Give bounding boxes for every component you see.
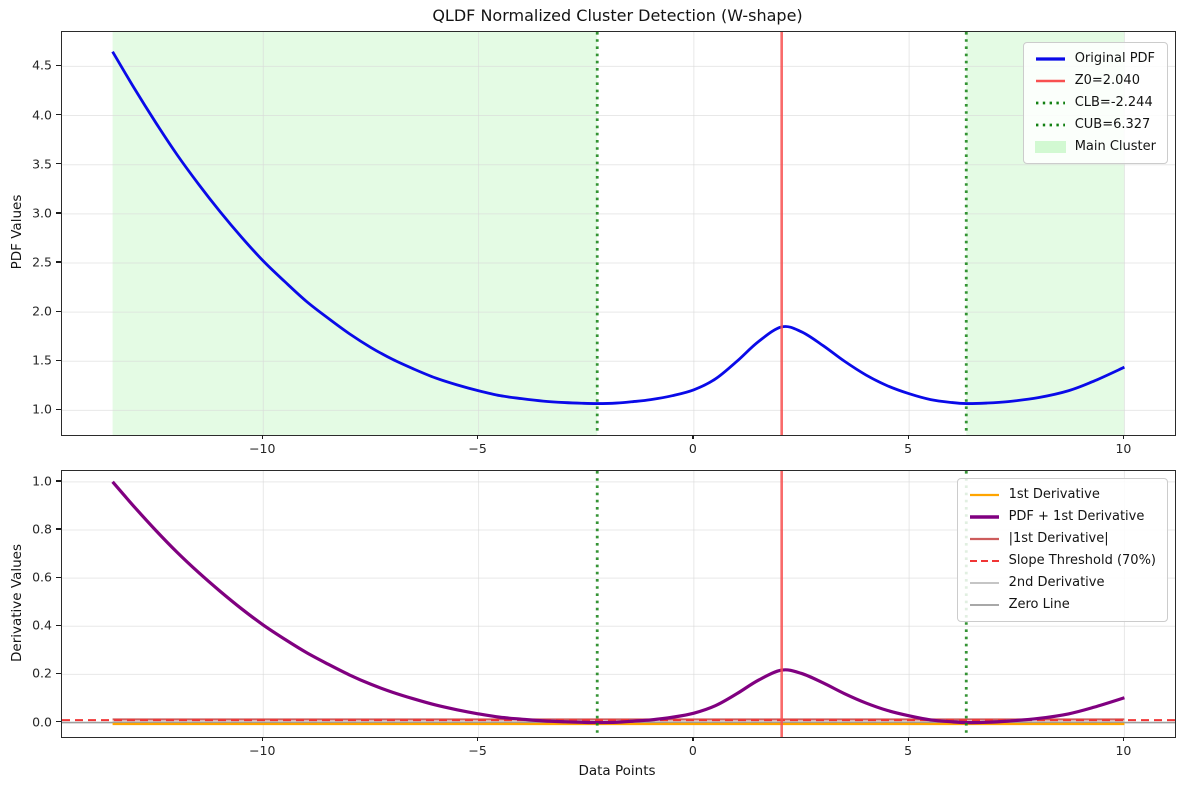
legend-item: CLB=-2.244: [1035, 95, 1156, 111]
y-tick-label: 1.5: [32, 352, 52, 368]
y-tick-label: 2.5: [32, 254, 52, 270]
legend-line-swatch: [969, 515, 999, 519]
x-tick-label: 10: [1115, 441, 1132, 456]
legend-line-swatch: [969, 537, 999, 541]
legend-line-swatch: [1035, 101, 1065, 105]
legend-label: CUB=6.327: [1074, 117, 1151, 132]
legend-line-swatch: [1035, 79, 1065, 83]
legend-item: 2nd Derivative: [969, 575, 1156, 591]
y-tick-mark: [56, 528, 61, 530]
y-tick-label: 0.0: [32, 714, 52, 730]
y-tick-mark: [56, 576, 61, 578]
legend-item: CUB=6.327: [1035, 117, 1156, 133]
legend-item: Zero Line: [969, 597, 1156, 613]
x-tick-mark: [261, 435, 263, 439]
bottom-plot-ylabel: Derivative Values: [9, 544, 25, 662]
x-tick-mark: [692, 435, 694, 439]
y-tick-label: 1.0: [32, 473, 52, 489]
legend-line-swatch: [969, 582, 999, 584]
legend-item: 1st Derivative: [969, 487, 1156, 503]
y-tick-mark: [56, 261, 61, 263]
x-tick-label: −10: [249, 743, 276, 758]
legend-label: 1st Derivative: [1008, 487, 1100, 502]
legend-label: Original PDF: [1074, 51, 1156, 66]
y-tick-mark: [56, 624, 61, 626]
y-tick-label: 4.5: [32, 57, 52, 73]
y-tick-label: 0.8: [32, 521, 52, 537]
main-cluster-region: [112, 32, 598, 435]
top-plot-pdf: [61, 31, 1176, 436]
legend-item: Main Cluster: [1034, 139, 1156, 155]
x-tick-mark: [907, 435, 909, 439]
figure-title: QLDF Normalized Cluster Detection (W-sha…: [432, 6, 803, 25]
y-tick-mark: [56, 720, 61, 723]
y-tick-label: 3.0: [32, 205, 52, 221]
y-tick-label: 0.4: [32, 617, 52, 633]
y-tick-mark: [56, 408, 61, 411]
y-tick-label: 2.0: [32, 303, 52, 319]
x-tick-label: −10: [249, 441, 276, 456]
series-pdf-1st-derivative: [111, 480, 1125, 725]
x-tick-mark: [476, 737, 479, 741]
legend-label: 2nd Derivative: [1008, 575, 1105, 590]
legend-item: Slope Threshold (70%): [969, 553, 1156, 569]
y-tick-mark: [56, 310, 61, 312]
legend-label: Z0=2.040: [1074, 73, 1140, 88]
y-tick-mark: [56, 359, 61, 361]
legend-label: Zero Line: [1008, 597, 1070, 612]
legend-line-swatch: [1035, 123, 1065, 127]
y-tick-mark: [56, 64, 61, 67]
legend-line-swatch: [1035, 57, 1065, 61]
y-tick-label: 0.6: [32, 569, 52, 585]
bottom-plot-xlabel: Data Points: [578, 763, 656, 779]
legend-line-swatch: [969, 604, 999, 606]
x-tick-mark: [261, 737, 263, 741]
legend-label: PDF + 1st Derivative: [1008, 509, 1145, 524]
y-tick-label: 4.0: [32, 107, 52, 123]
y-tick-mark: [56, 163, 61, 165]
legend-line-swatch: [969, 493, 999, 497]
y-tick-mark: [56, 672, 61, 675]
legend-item: Z0=2.040: [1035, 73, 1156, 89]
legend-item: Original PDF: [1035, 51, 1156, 67]
legend-item: PDF + 1st Derivative: [969, 509, 1156, 525]
legend-label: Slope Threshold (70%): [1008, 553, 1156, 568]
y-tick-mark: [56, 480, 61, 482]
x-tick-label: 10: [1115, 743, 1132, 758]
x-tick-label: 5: [904, 743, 913, 758]
x-tick-mark: [907, 737, 909, 741]
legend-label: CLB=-2.244: [1074, 95, 1153, 110]
x-tick-label: 5: [904, 441, 913, 456]
x-tick-label: −5: [468, 743, 487, 758]
y-tick-label: 1.0: [32, 401, 52, 417]
x-tick-mark: [1122, 435, 1125, 439]
y-tick-mark: [56, 113, 61, 116]
x-tick-mark: [692, 737, 694, 741]
legend-item: |1st Derivative|: [969, 531, 1156, 547]
x-tick-label: 0: [688, 441, 697, 456]
y-tick-label: 0.2: [32, 665, 52, 681]
legend-patch-swatch: [1034, 141, 1066, 153]
bottom-plot-legend: 1st Derivative PDF + 1st Derivative |1st D…: [956, 478, 1168, 622]
y-tick-label: 3.5: [32, 156, 52, 172]
series-original-pdf: [111, 50, 1125, 405]
x-tick-mark: [476, 435, 479, 439]
legend-label: |1st Derivative|: [1008, 531, 1109, 546]
legend-label: Main Cluster: [1074, 139, 1156, 154]
x-tick-label: −5: [468, 441, 487, 456]
x-tick-label: 0: [688, 743, 697, 758]
top-plot-legend: Original PDF Z0=2.040 CLB=-2.244 CUB=6.327 M…: [1022, 42, 1168, 164]
legend-line-swatch: [969, 560, 999, 562]
y-tick-mark: [56, 212, 61, 214]
x-tick-mark: [1122, 737, 1125, 741]
